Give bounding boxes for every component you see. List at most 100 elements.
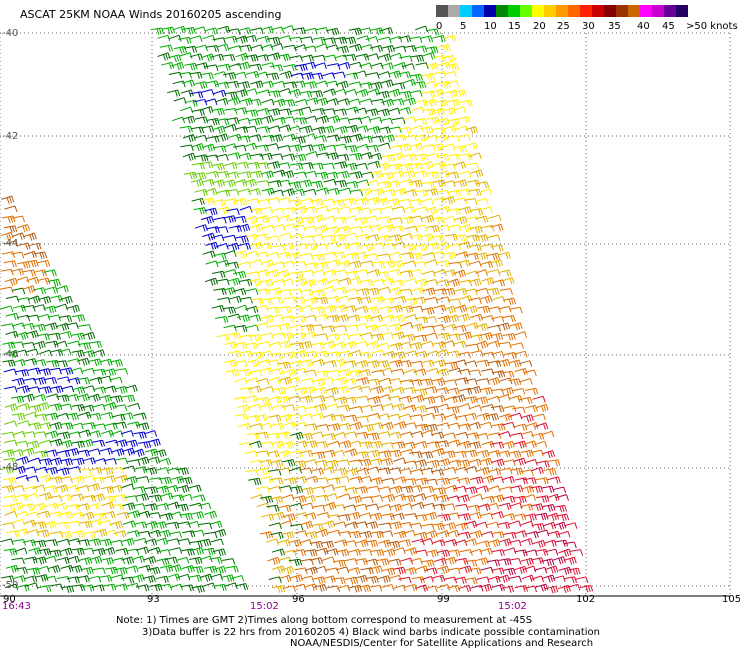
wind-barb-stroke xyxy=(179,477,193,485)
wind-barb-stroke xyxy=(228,295,242,304)
wind-barb-stroke xyxy=(54,340,68,348)
wind-barb xyxy=(409,341,423,350)
wind-barb-stroke xyxy=(402,495,416,503)
wind-barb xyxy=(490,405,505,413)
wind-barb xyxy=(38,386,52,394)
wind-barb xyxy=(277,449,291,458)
wind-barb-stroke xyxy=(124,439,138,448)
wind-barb-stroke xyxy=(421,181,436,189)
wind-barb-stroke xyxy=(4,510,18,518)
wind-barb-stroke xyxy=(520,538,534,546)
wind-barb-stroke xyxy=(159,44,174,52)
wind-barb-stroke xyxy=(445,171,459,179)
wind-barb-stroke xyxy=(358,351,372,359)
wind-barb-stroke xyxy=(358,187,373,196)
wind-barb xyxy=(56,322,70,331)
legend-label: 40 xyxy=(637,21,650,32)
wind-barb-stroke xyxy=(4,386,18,393)
wind-barb xyxy=(278,556,292,564)
pass-time-right: 15:02 xyxy=(498,601,527,612)
wind-barb-stroke xyxy=(499,467,513,475)
wind-barb-stroke xyxy=(325,387,339,396)
wind-barb xyxy=(38,458,53,466)
wind-barb xyxy=(204,510,218,519)
wind-barb xyxy=(364,215,379,223)
wind-barb xyxy=(115,548,129,556)
wind-barb xyxy=(17,403,31,411)
wind-barb-stroke xyxy=(304,549,318,557)
wind-barb xyxy=(269,153,284,161)
wind-barb-stroke xyxy=(25,330,39,339)
wind-barb xyxy=(464,486,478,495)
wind-barb-stroke xyxy=(300,216,315,225)
wind-barb-stroke xyxy=(69,367,84,374)
wind-barb xyxy=(447,439,461,447)
wind-barb-stroke xyxy=(444,233,459,241)
wind-barb-stroke xyxy=(160,512,174,521)
wind-barb xyxy=(378,53,392,62)
wind-barb-stroke xyxy=(268,324,283,332)
wind-barb xyxy=(113,404,128,411)
wind-barb xyxy=(474,269,488,276)
wind-barb xyxy=(367,269,381,277)
wind-barb-stroke xyxy=(81,367,95,375)
wind-barb-stroke xyxy=(23,377,37,385)
wind-barb-stroke xyxy=(147,566,161,575)
wind-barb-stroke xyxy=(288,558,303,567)
wind-barb xyxy=(66,503,81,511)
wind-barb xyxy=(280,242,294,251)
wind-barb-stroke xyxy=(133,521,148,529)
wind-barb-stroke xyxy=(217,297,231,304)
wind-barb-stroke xyxy=(356,287,370,296)
wind-barb xyxy=(10,268,24,276)
legend-label: 25 xyxy=(557,21,570,32)
wind-barb xyxy=(333,325,348,332)
wind-barb-stroke xyxy=(463,412,478,421)
wind-barb xyxy=(271,548,285,556)
wind-barb-stroke xyxy=(283,385,297,392)
wind-barb-stroke xyxy=(410,54,425,63)
wind-barb xyxy=(358,530,373,539)
wind-barb-stroke xyxy=(311,108,326,116)
wind-barb xyxy=(312,126,326,135)
wind-barb xyxy=(508,558,522,565)
wind-barb-stroke xyxy=(354,340,369,348)
wind-barb-stroke xyxy=(113,421,127,429)
wind-barb-stroke xyxy=(4,277,18,286)
wind-barb-stroke xyxy=(393,457,406,464)
wind-barb-stroke xyxy=(365,53,380,60)
wind-barb xyxy=(35,450,49,458)
wind-barb-stroke xyxy=(371,349,385,357)
wind-barb-stroke xyxy=(127,459,141,466)
wind-barb-stroke xyxy=(344,521,358,529)
wind-barb xyxy=(283,385,297,392)
legend-swatch xyxy=(628,5,640,17)
wind-barb xyxy=(304,27,318,35)
wind-barb-stroke xyxy=(304,440,318,448)
wind-barb-stroke xyxy=(392,441,406,449)
wind-barb-stroke xyxy=(121,447,135,456)
wind-barb xyxy=(334,161,348,169)
wind-barb xyxy=(236,223,251,232)
wind-barb xyxy=(15,528,29,536)
wind-barb-stroke xyxy=(2,359,16,368)
wind-barb-stroke xyxy=(205,154,219,162)
wind-barb xyxy=(228,295,242,304)
wind-barb-stroke xyxy=(360,243,374,252)
wind-barb-stroke xyxy=(413,493,427,501)
wind-barb-stroke xyxy=(557,530,571,538)
wind-barb xyxy=(304,115,318,123)
wind-barb-stroke xyxy=(420,467,434,475)
wind-barb xyxy=(376,360,390,368)
wind-barb xyxy=(104,566,119,575)
wind-barb-stroke xyxy=(464,288,478,296)
wind-barb xyxy=(441,143,456,151)
wind-barb xyxy=(248,440,263,449)
wind-barb xyxy=(161,26,176,35)
wind-barb-stroke xyxy=(498,558,512,566)
wind-barb xyxy=(182,115,196,124)
wind-barb xyxy=(436,403,450,411)
wind-barb xyxy=(111,448,125,457)
wind-barb-stroke xyxy=(11,377,25,386)
